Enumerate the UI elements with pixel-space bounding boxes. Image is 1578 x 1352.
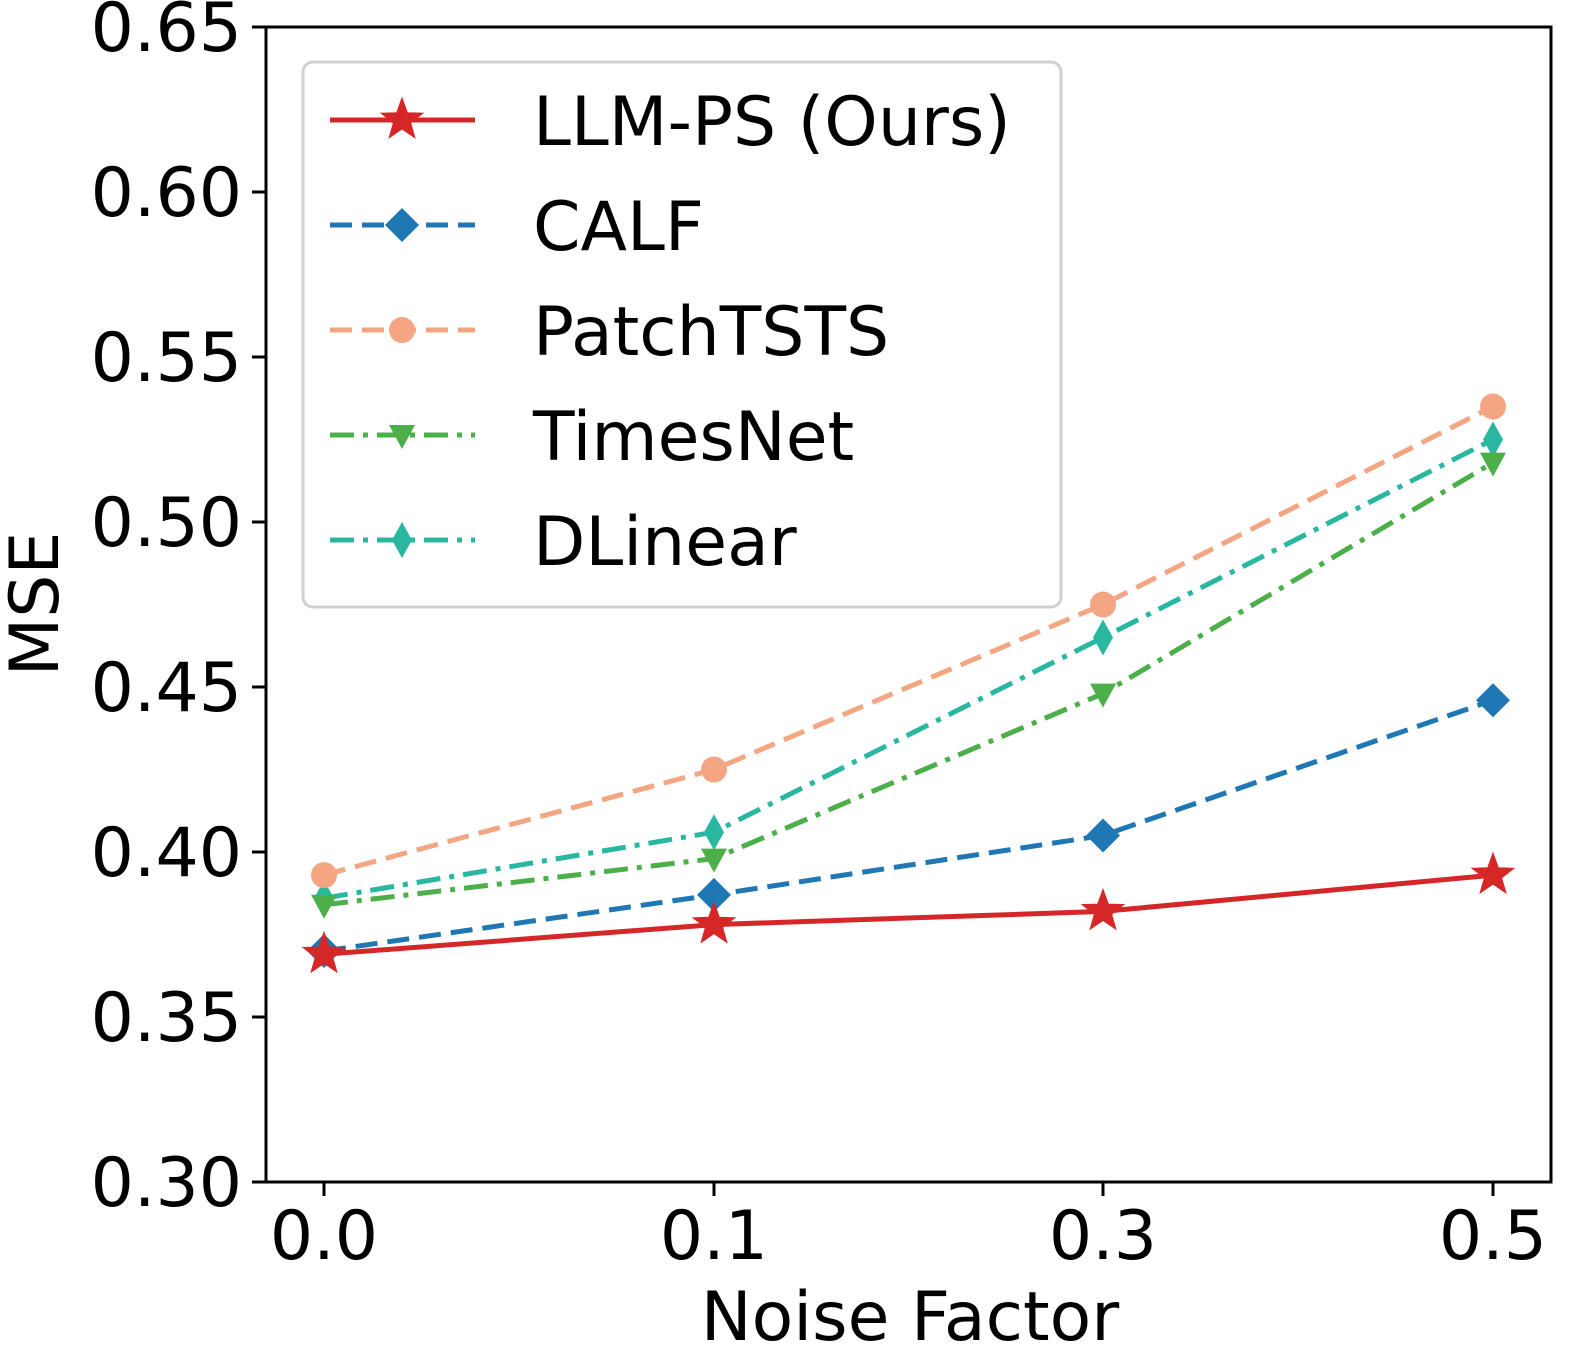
x-axis-label: Noise Factor: [701, 1278, 1119, 1352]
data-point-timesnet: [701, 848, 727, 873]
series-line-calf: [323, 697, 1494, 954]
y-axis-label: MSE: [0, 532, 75, 677]
legend-marker: [389, 425, 415, 449]
legend-item-patchtsts: PatchTSTS: [330, 293, 889, 372]
y-tick-label: 0.35: [91, 979, 242, 1058]
plot-area: [264, 25, 1553, 1184]
y-tick-label: 0.40: [91, 814, 242, 893]
series-line-patchtsts: [323, 404, 1495, 878]
series-line-dlinear: [323, 437, 1495, 901]
y-tick-label: 0.55: [91, 319, 242, 398]
y-tick-label: 0.60: [91, 154, 242, 233]
legend-box: [301, 60, 1063, 609]
data-point-calf: [1476, 683, 1510, 718]
data-point-patchtsts: [1480, 393, 1506, 420]
legend-label: PatchTSTS: [533, 293, 889, 372]
series-patchtsts: [311, 393, 1506, 889]
y-axis: 0.30 0.35 0.40 0.45 0.50 0.55 0.60 0.65: [91, 0, 266, 1223]
series-llm-ps-ours: [301, 851, 1516, 974]
data-point-patchtsts: [1090, 591, 1116, 618]
legend-item-calf: CALF: [330, 188, 704, 267]
data-point-llm-ps-ours: [691, 901, 737, 944]
series-line-llm-ps-ours: [323, 872, 1494, 957]
x-tick-label: 0.3: [1049, 1197, 1157, 1276]
legend-item-llm-ps-ours: LLM-PS (Ours): [330, 83, 1011, 162]
data-point-dlinear: [1483, 421, 1503, 458]
legend-marker: [379, 96, 425, 139]
series-calf: [307, 683, 1510, 968]
data-point-llm-ps-ours: [301, 930, 347, 974]
x-tick-label: 0.1: [660, 1197, 768, 1276]
legend-label: LLM-PS (Ours): [533, 83, 1011, 162]
data-point-calf: [697, 877, 731, 912]
series-dlinear: [314, 421, 1503, 917]
y-tick-label: 0.50: [91, 484, 242, 563]
legend-label: DLinear: [533, 503, 797, 582]
data-point-llm-ps-ours: [1080, 887, 1126, 931]
legend-item-timesnet: TimesNet: [330, 398, 854, 477]
data-point-timesnet: [1090, 683, 1116, 708]
data-point-calf: [1086, 818, 1120, 853]
y-tick-label: 0.30: [91, 1144, 242, 1223]
legend-item-dlinear: DLinear: [330, 503, 797, 582]
x-tick-label: 0.5: [1439, 1197, 1547, 1276]
series-timesnet: [311, 452, 1506, 919]
legend-label: CALF: [533, 188, 704, 267]
x-axis: 0.0 0.1 0.3 0.5: [270, 1182, 1547, 1276]
data-point-timesnet: [1480, 452, 1506, 477]
data-point-llm-ps-ours: [1470, 851, 1516, 895]
data-point-dlinear: [704, 814, 724, 851]
data-point-patchtsts: [311, 862, 337, 889]
data-point-timesnet: [311, 894, 337, 919]
legend-marker: [385, 208, 419, 242]
y-tick-label: 0.65: [91, 0, 242, 68]
legend: LLM-PS (Ours) CALF PatchTSTS TimesNet DLinea…: [301, 60, 1063, 609]
legend-marker: [392, 522, 412, 558]
legend-marker: [389, 317, 415, 343]
data-point-patchtsts: [701, 756, 727, 783]
plot-frame: [264, 25, 1553, 1184]
data-point-dlinear: [1093, 619, 1113, 656]
x-tick-label: 0.0: [270, 1197, 378, 1276]
series-layer: [301, 393, 1516, 974]
series-line-timesnet: [323, 460, 1495, 908]
legend-label: TimesNet: [532, 398, 854, 477]
y-tick-label: 0.45: [91, 649, 242, 728]
